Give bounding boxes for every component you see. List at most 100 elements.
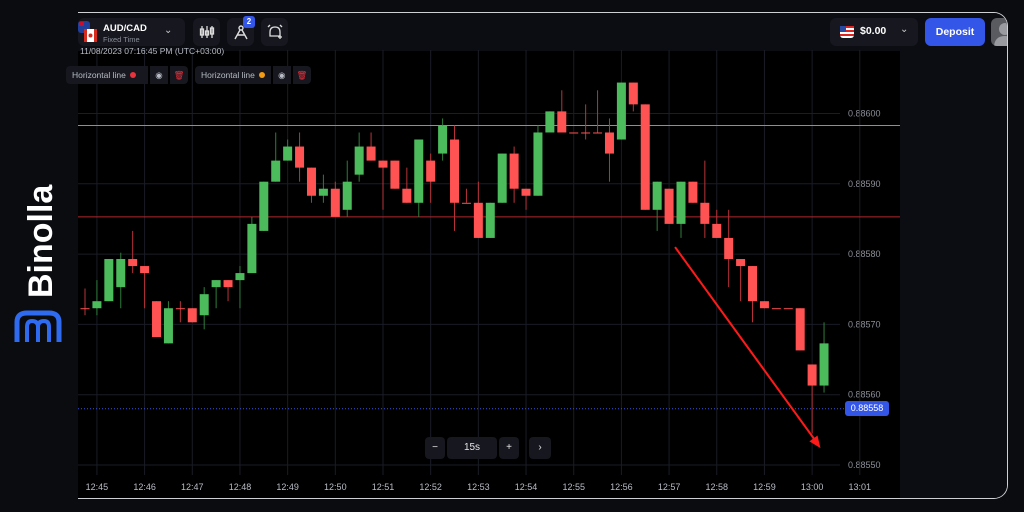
candle-body [259, 181, 269, 231]
right-panel [900, 51, 1007, 498]
balance-amount: $0.00 [860, 25, 887, 37]
candle-body [426, 160, 436, 182]
alarm-add-icon [267, 24, 282, 39]
candle-body [295, 146, 305, 168]
candle-body [759, 301, 769, 309]
zoom-out-button[interactable]: − [425, 437, 445, 459]
eye-icon[interactable]: ◉ [148, 66, 168, 84]
candle-body [306, 167, 316, 196]
timeframe-value[interactable]: 15s [447, 437, 497, 459]
candle-body [187, 308, 197, 323]
drawing-chip-red[interactable]: Horizontal line ◉ 🗑 [66, 66, 188, 84]
candle-body [676, 181, 686, 224]
candle-body [438, 125, 448, 154]
us-flag-icon [840, 26, 854, 38]
candle-body [402, 188, 412, 203]
y-tick-label: 0.88550 [848, 460, 881, 470]
asset-selector[interactable]: AUD/CAD Fixed Time ⌄ [78, 18, 185, 46]
candle-body [783, 308, 793, 310]
x-tick-label: 12:57 [658, 482, 681, 492]
candle-body [604, 132, 614, 154]
candle-body [223, 280, 233, 288]
candle-body [521, 188, 531, 196]
candle-body [545, 111, 555, 133]
trading-window: AUD/CAD Fixed Time ⌄ 2 $0.00 ⌄ Deposit [78, 12, 1008, 499]
drawing-tools-button[interactable] [227, 18, 254, 46]
scroll-right-button[interactable]: › [529, 437, 551, 459]
add-alert-button[interactable] [261, 18, 288, 46]
x-tick-label: 12:46 [133, 482, 156, 492]
user-icon [994, 23, 1007, 46]
candle-body [497, 153, 507, 203]
x-tick-label: 12:49 [276, 482, 299, 492]
candle-body [318, 188, 328, 196]
x-tick-label: 12:53 [467, 482, 490, 492]
candle-body [712, 223, 722, 238]
candle-body [128, 259, 138, 267]
candle-body [140, 266, 150, 274]
y-tick-label: 0.88590 [848, 179, 881, 189]
x-tick-label: 12:52 [419, 482, 442, 492]
x-tick-label: 12:58 [705, 482, 728, 492]
candle-body [354, 146, 364, 175]
candle-body [414, 139, 424, 203]
drawing-label: Horizontal line [201, 70, 255, 80]
candle-body [819, 343, 829, 386]
candles-icon [199, 26, 214, 38]
annotation-arrow [674, 246, 818, 443]
candle-body [664, 188, 674, 224]
chart-type-button[interactable] [193, 18, 220, 46]
y-tick-label: 0.88580 [848, 249, 881, 259]
avatar[interactable] [991, 18, 1007, 46]
eye-icon[interactable]: ◉ [270, 66, 291, 84]
candle-body [175, 308, 185, 310]
x-tick-label: 12:45 [86, 482, 109, 492]
x-tick-label: 13:00 [801, 482, 824, 492]
candle-body [235, 273, 245, 281]
candle-body [104, 259, 114, 302]
candle-body [390, 160, 400, 189]
candle-body [211, 280, 221, 288]
candle-body [366, 146, 376, 161]
zoom-in-button[interactable]: + [499, 437, 519, 459]
candle-body [152, 301, 162, 338]
candle-body [652, 181, 662, 210]
x-tick-label: 12:48 [229, 482, 252, 492]
svg-text:Binolla: Binolla [22, 184, 60, 298]
candle-body [485, 202, 495, 238]
deposit-button[interactable]: Deposit [925, 18, 985, 46]
x-tick-label: 12:59 [753, 482, 776, 492]
trash-icon[interactable]: 🗑 [290, 66, 311, 84]
trash-icon[interactable]: 🗑 [168, 66, 188, 84]
candle-body [116, 259, 126, 288]
candle-body [748, 266, 758, 302]
candle-body [616, 82, 626, 140]
candle-body [700, 202, 710, 224]
arrow-head-icon [809, 435, 821, 449]
x-tick-label: 12:51 [372, 482, 395, 492]
candle-body [473, 202, 483, 238]
candle-body [724, 237, 734, 260]
candle-body [330, 188, 340, 217]
candle-body [199, 294, 209, 316]
candle-body [581, 132, 591, 134]
candle-body [628, 82, 638, 105]
candle-body [640, 104, 650, 210]
candle-body [163, 308, 173, 344]
candle-body [807, 364, 817, 386]
x-tick-label: 12:50 [324, 482, 347, 492]
y-tick-label: 0.88570 [848, 319, 881, 329]
drawing-chip-orange[interactable]: Horizontal line ◉ 🗑 [195, 66, 311, 84]
x-tick-label: 12:55 [562, 482, 585, 492]
y-tick-label: 0.88560 [848, 390, 881, 400]
candle-body [593, 132, 603, 134]
drawings-count-badge: 2 [243, 16, 255, 28]
candle-body [342, 181, 352, 210]
candle-body [557, 111, 567, 133]
drawing-label: Horizontal line [72, 70, 126, 80]
balance-selector[interactable]: $0.00 ⌄ [830, 18, 918, 46]
candle-body [271, 160, 281, 182]
asset-name: AUD/CAD [103, 23, 147, 34]
candle-body [450, 139, 460, 203]
